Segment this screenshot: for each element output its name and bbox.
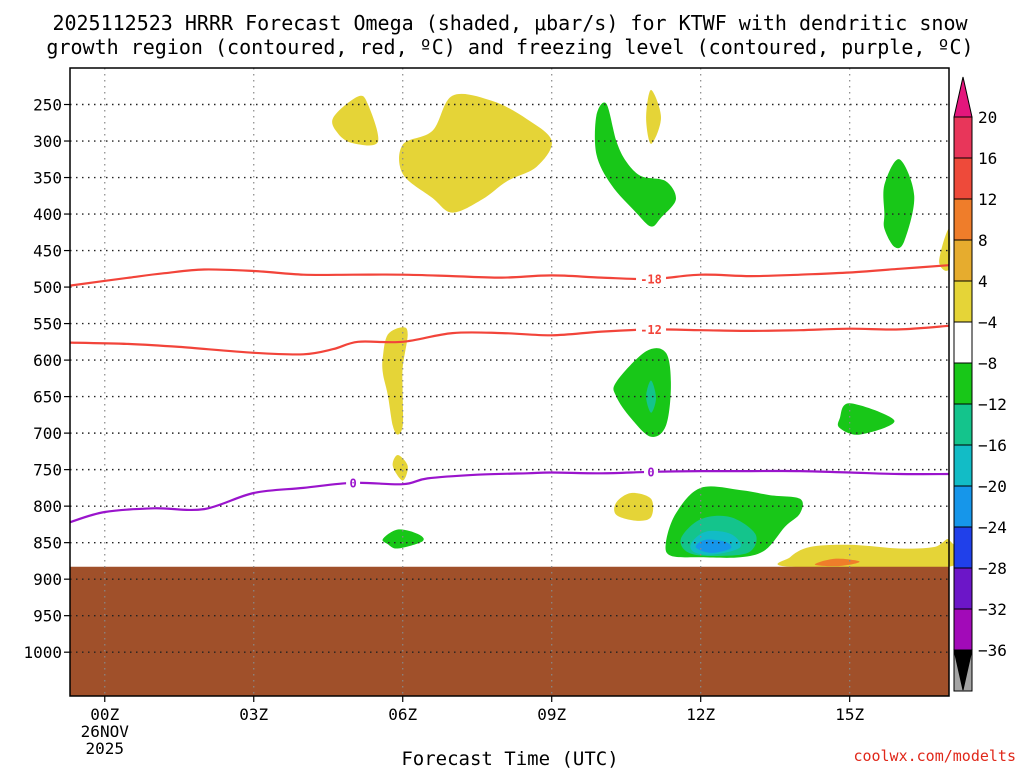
gridlines — [70, 68, 949, 696]
xtick-label-03Z: 03Z — [239, 705, 268, 724]
freezing-level-contour-label-bg-1 — [644, 463, 659, 480]
colorbar-bin-6 — [953, 362, 973, 405]
colorbar-bin-11 — [953, 567, 973, 610]
colorbar-bin-0 — [953, 116, 973, 159]
freezing-level-contour-line — [69, 469, 950, 524]
colorbar-bin-5 — [953, 321, 973, 364]
colorbar-bin-4 — [953, 280, 973, 323]
colorbar-label-3: 8 — [978, 231, 988, 250]
ytick-label-400: 400 — [33, 205, 62, 224]
freezing-level-contour-label-0: 0 — [349, 476, 356, 490]
dgz-contour-0-line — [69, 264, 950, 287]
ytick-label-1000: 1000 — [23, 643, 62, 662]
colorbar-bin-7 — [953, 403, 973, 446]
dgz-contour-1-line — [69, 324, 950, 356]
colorbar-label-4: 4 — [978, 272, 988, 291]
colorbar-top-arrow — [953, 76, 973, 118]
ytick-label-450: 450 — [33, 242, 62, 261]
omega-region-upper-yellow-left — [332, 95, 379, 146]
dgz-contour-1-label-bg-0 — [636, 321, 667, 338]
colorbar-bin-3 — [953, 239, 973, 282]
xtick-label-00Z: 00Z — [90, 705, 119, 724]
omega-region-upper-yellow-thin — [646, 89, 661, 144]
omega-region-low-green-left — [382, 529, 424, 549]
colorbar-label-0: 20 — [978, 108, 997, 127]
ytick-label-600: 600 — [33, 351, 62, 370]
y-axis: 250 300 350 400 450 500 550 600 650 700 750 800 850 9… — [23, 96, 70, 662]
ytick-label-700: 700 — [33, 424, 62, 443]
colorbar-label-13: −36 — [978, 641, 1007, 660]
dgz-contour-1-label-0: -12 — [640, 323, 662, 337]
chart-title-line1: 2025112523 HRRR Forecast Omega (shaded, … — [52, 11, 968, 35]
colorbar-label-12: −32 — [978, 600, 1007, 619]
ytick-label-900: 900 — [33, 570, 62, 589]
freezing-level-contour-label-1: 0 — [647, 465, 654, 479]
plot-frame — [69, 67, 950, 697]
omega-region-upper-yellow-large — [399, 93, 552, 213]
ytick-label-950: 950 — [33, 607, 62, 626]
colorbar-bin-8 — [953, 444, 973, 487]
omega-region-right-edge-yellow — [939, 228, 951, 271]
colorbar-bin-12 — [953, 608, 973, 651]
omega-region-low-blue — [695, 539, 732, 553]
terrain-fill — [70, 566, 949, 696]
omega-region-mid-yellow-column — [382, 327, 408, 435]
xtick-label-09Z: 09Z — [537, 705, 566, 724]
ytick-label-350: 350 — [33, 169, 62, 188]
xtick-label-12Z: 12Z — [686, 705, 715, 724]
colorbar-bin-2 — [953, 198, 973, 241]
xtick-label-15Z: 15Z — [835, 705, 864, 724]
ytick-label-750: 750 — [33, 461, 62, 480]
colorbar-bottom-arrow — [953, 649, 973, 691]
colorbar-label-6: −8 — [978, 354, 997, 373]
ytick-label-500: 500 — [33, 278, 62, 297]
colorbar-label-10: −24 — [978, 518, 1007, 537]
xtick-year-00Z: 2025 — [85, 739, 124, 758]
ytick-label-650: 650 — [33, 388, 62, 407]
omega-region-right-green-blob — [837, 403, 895, 435]
ytick-label-550: 550 — [33, 315, 62, 334]
omega-region-upper-green — [594, 102, 676, 227]
omega-region-surface-orange — [814, 558, 860, 567]
dgz-contour-0-label-bg-0 — [636, 271, 667, 288]
credit-text: coolwx.com/modelts — [853, 747, 1016, 765]
omega-region-mid-teal-blob — [646, 380, 656, 413]
dgz-contour-0-label-0: -18 — [640, 273, 662, 287]
ytick-label-850: 850 — [33, 534, 62, 553]
ytick-label-300: 300 — [33, 132, 62, 151]
omega-region-right-green — [883, 159, 915, 249]
chart-title-line2: growth region (contoured, red, ºC) and f… — [46, 35, 973, 59]
omega-region-mid-yellow-drop — [392, 455, 408, 481]
colorbar: 20 16 12 8 4 −4 −8 −12 −16 −20 −24 −28 −32 −36 — [953, 76, 1007, 692]
xtick-label-06Z: 06Z — [388, 705, 417, 724]
contour-lines: -18 -12 0 0 — [69, 264, 950, 524]
ytick-label-250: 250 — [33, 96, 62, 115]
freezing-level-contour-label-bg-0 — [346, 474, 361, 491]
colorbar-label-7: −12 — [978, 395, 1007, 414]
omega-region-low-yellow-small — [614, 492, 654, 521]
omega-region-mid-green-blob — [613, 348, 671, 438]
colorbar-label-1: 16 — [978, 149, 997, 168]
colorbar-bin-9 — [953, 485, 973, 528]
colorbar-bin-1 — [953, 157, 973, 200]
omega-shading-layer — [332, 89, 962, 570]
colorbar-label-9: −20 — [978, 477, 1007, 496]
colorbar-bin-10 — [953, 526, 973, 569]
colorbar-label-5: −4 — [978, 313, 997, 332]
colorbar-label-8: −16 — [978, 436, 1007, 455]
colorbar-label-2: 12 — [978, 190, 997, 209]
colorbar-label-11: −28 — [978, 559, 1007, 578]
xtick-date-00Z: 26NOV — [81, 722, 130, 741]
ytick-label-800: 800 — [33, 497, 62, 516]
x-axis-title: Forecast Time (UTC) — [401, 748, 618, 768]
